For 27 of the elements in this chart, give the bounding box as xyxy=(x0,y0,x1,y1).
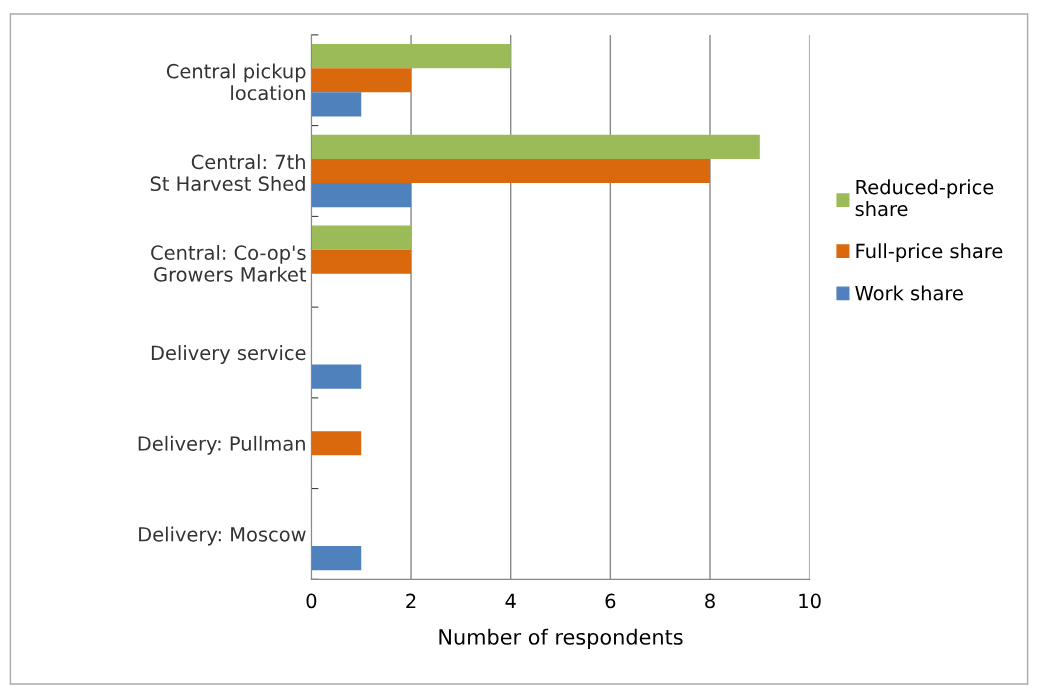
bar xyxy=(311,92,362,117)
y-tick-label: Delivery service xyxy=(151,345,306,364)
bar xyxy=(311,183,412,208)
bar xyxy=(311,249,412,274)
legend-label: Work share xyxy=(855,285,963,301)
x-tick-label: 8 xyxy=(705,593,715,609)
y-tick-label: Delivery: Pullman xyxy=(138,435,305,455)
y-tick-label: Central: Co-op's Growers Market xyxy=(151,244,307,282)
bar xyxy=(311,68,412,93)
x-tick-label: 4 xyxy=(505,593,516,608)
bar xyxy=(311,546,362,571)
legend-label: Full-price share xyxy=(856,243,1003,263)
bar xyxy=(311,134,760,159)
bar xyxy=(311,225,412,250)
bar xyxy=(311,43,511,69)
y-tick-label: Central pickup location xyxy=(166,63,306,101)
x-tick-label: 0 xyxy=(306,593,317,609)
y-tick-label: Delivery: Moscow xyxy=(139,526,306,546)
x-tick-label: 2 xyxy=(406,593,416,608)
bar xyxy=(311,431,362,456)
bar xyxy=(311,364,362,389)
x-axis-title: Number of respondents xyxy=(439,628,683,649)
x-tick-label: 10 xyxy=(799,593,821,609)
bar xyxy=(311,158,710,184)
y-tick-label: Central: 7th St Harvest Shed xyxy=(150,154,305,192)
legend-label: Reduced-price share xyxy=(855,179,994,217)
x-tick-label: 6 xyxy=(605,593,616,609)
